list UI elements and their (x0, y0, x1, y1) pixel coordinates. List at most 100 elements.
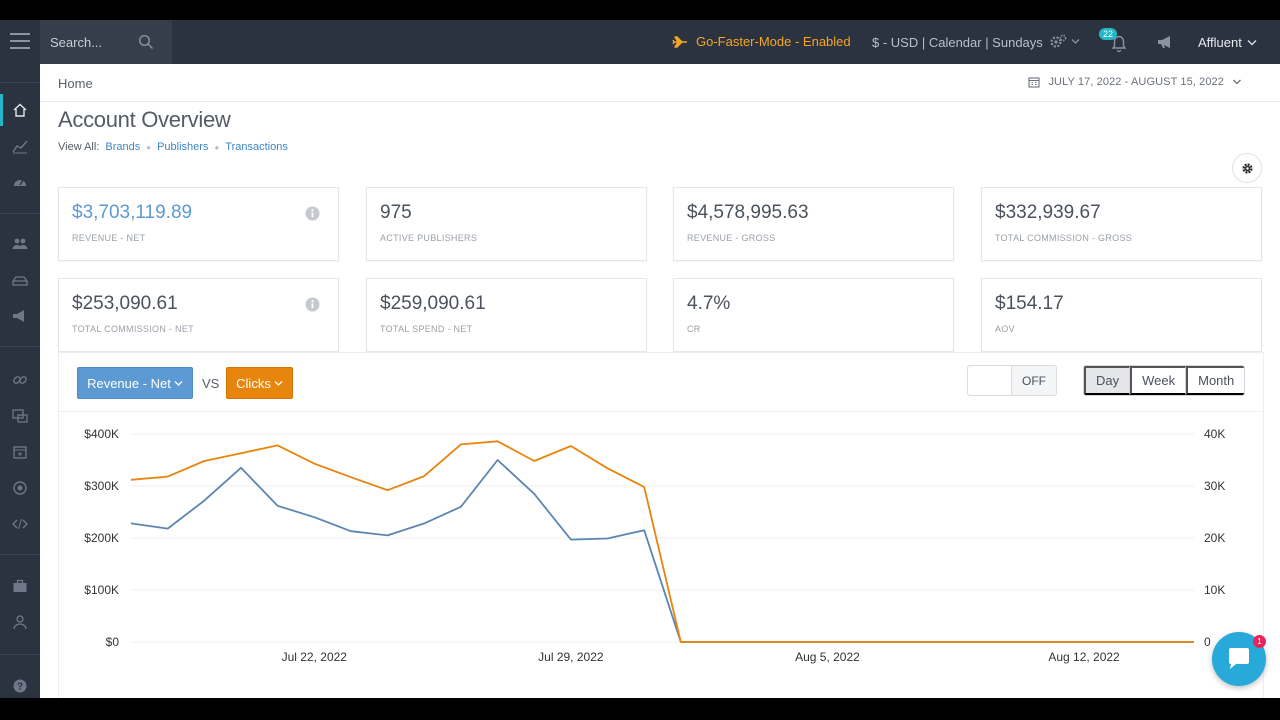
code-icon[interactable] (10, 514, 30, 534)
kpi-card-cr[interactable]: 4.7% CR (673, 278, 954, 352)
svg-text:?: ? (17, 682, 23, 693)
toggle-label: OFF (1022, 374, 1046, 388)
kpi-label: TOTAL SPEND - NET (380, 324, 473, 334)
kpi-value: $4,578,995.63 (687, 202, 809, 223)
target-icon[interactable] (10, 478, 30, 498)
period-week-button[interactable]: Week (1130, 366, 1187, 395)
chart-divider (59, 411, 1263, 412)
kpi-label: TOTAL COMMISSION - NET (72, 324, 194, 334)
search-input[interactable] (50, 33, 140, 51)
period-month-button[interactable]: Month (1186, 366, 1245, 395)
main-content: Home JULY 17, 2022 - AUGUST 15, 2022 Acc… (40, 64, 1280, 698)
toggle-knob[interactable] (968, 366, 1012, 395)
sitemap-icon[interactable] (10, 406, 30, 426)
separator-dot: ● (214, 142, 220, 152)
comparison-toggle[interactable]: OFF (967, 365, 1057, 396)
kpi-card-revenue-gross[interactable]: $4,578,995.63 REVENUE - GROSS (673, 187, 954, 261)
header-bar: Home JULY 17, 2022 - AUGUST 15, 2022 (40, 64, 1280, 102)
gears-icon[interactable] (1049, 33, 1067, 51)
x-tick-label: Jul 22, 2022 (282, 650, 348, 664)
chevron-down-icon (274, 380, 283, 386)
date-range-label: JULY 17, 2022 - AUGUST 15, 2022 (1048, 76, 1224, 88)
y-right-tick-label: 0 (1204, 635, 1211, 649)
kpi-value: $154.17 (995, 293, 1064, 314)
x-tick-label: Aug 5, 2022 (795, 650, 860, 664)
chevron-down-icon (174, 380, 183, 386)
page-title: Account Overview (58, 107, 231, 132)
link-icon[interactable] (10, 370, 30, 390)
kpi-card-total-spend-net[interactable]: $259,090.61 TOTAL SPEND - NET (366, 278, 647, 352)
line-chart-icon[interactable] (10, 136, 30, 156)
date-range-picker[interactable]: JULY 17, 2022 - AUGUST 15, 2022 (1028, 76, 1250, 88)
kpi-label: TOTAL COMMISSION - GROSS (995, 233, 1133, 243)
calendar-icon (1028, 77, 1041, 88)
link-transactions[interactable]: Transactions (225, 141, 288, 153)
kpi-value: 4.7% (687, 293, 731, 314)
menu-icon[interactable] (10, 33, 30, 51)
home-icon[interactable] (10, 100, 30, 120)
x-tick-label: Aug 12, 2022 (1048, 650, 1120, 664)
user-icon[interactable] (10, 612, 30, 632)
view-all-label: View All: (58, 141, 100, 153)
megaphone-icon[interactable] (10, 306, 30, 326)
kpi-label: ACTIVE PUBLISHERS (380, 233, 478, 243)
briefcase-icon[interactable] (10, 576, 30, 596)
kpi-card-revenue-net[interactable]: $3,703,119.89 REVENUE - NET (58, 187, 339, 261)
y-left-tick-label: $100K (84, 583, 119, 597)
metric-b-dropdown[interactable]: Clicks (226, 367, 293, 399)
top-bar: Go-Faster-Mode - Enabled $ - USD | Calen… (0, 20, 1280, 64)
y-right-tick-label: 20K (1204, 531, 1225, 545)
y-left-tick-label: $0 (106, 635, 120, 649)
account-name: Affluent (1198, 35, 1242, 50)
y-right-tick-label: 10K (1204, 583, 1225, 597)
kpi-card-total-commission-net[interactable]: $253,090.61 TOTAL COMMISSION - NET (58, 278, 339, 352)
airplane-icon (672, 35, 687, 48)
kpi-label: CR (687, 324, 701, 334)
line-chart: $0 0 $100K 10K $200K 20K $300K 30K $400K 40K Jul 2… (84, 427, 1225, 664)
calendar-add-icon[interactable] (10, 442, 30, 462)
dashboard-gauge-icon[interactable] (10, 172, 30, 192)
kpi-card-aov[interactable]: $154.17 AOV (981, 278, 1262, 352)
megaphone-icon[interactable] (1156, 34, 1174, 50)
sidebar-divider (0, 213, 40, 214)
metric-a-dropdown[interactable]: Revenue - Net (77, 367, 193, 399)
view-all-links: View All: Brands ● Publishers ● Transact… (58, 141, 288, 153)
vs-label: VS (202, 376, 220, 391)
x-tick-label: Jul 29, 2022 (538, 650, 604, 664)
sidebar-divider (0, 654, 40, 655)
kpi-card-active-publishers[interactable]: 975 ACTIVE PUBLISHERS (366, 187, 647, 261)
chat-notification-badge: 1 (1253, 635, 1266, 648)
kpi-value: 975 (380, 202, 412, 223)
breadcrumb[interactable]: Home (58, 76, 93, 91)
y-left-tick-label: $300K (84, 479, 119, 493)
sidebar: ? (0, 64, 40, 698)
gear-icon (1241, 162, 1253, 174)
period-selector: Day Week Month (1083, 365, 1246, 396)
search-box (40, 20, 172, 64)
info-icon[interactable] (305, 297, 320, 312)
info-icon[interactable] (305, 206, 320, 221)
tray-icon[interactable] (10, 270, 30, 290)
chat-bubble-icon (1229, 648, 1249, 669)
kpi-value: $253,090.61 (72, 293, 178, 314)
kpi-label: REVENUE - NET (72, 233, 146, 243)
currency-calendar-label[interactable]: $ - USD | Calendar | Sundays (872, 35, 1043, 50)
kpi-value: $332,939.67 (995, 202, 1101, 223)
link-brands[interactable]: Brands (105, 141, 141, 153)
kpi-value: $259,090.61 (380, 293, 486, 314)
kpi-label: AOV (995, 324, 1015, 334)
go-faster-mode[interactable]: Go-Faster-Mode - Enabled (672, 34, 851, 49)
link-publishers[interactable]: Publishers (157, 141, 209, 153)
account-menu[interactable]: Affluent (1198, 35, 1258, 50)
bell-icon[interactable] (1108, 32, 1130, 54)
chevron-down-icon[interactable] (1071, 37, 1080, 46)
sidebar-active-indicator (0, 94, 3, 126)
help-icon[interactable]: ? (10, 676, 30, 696)
users-icon[interactable] (10, 234, 30, 254)
settings-button[interactable] (1232, 153, 1262, 183)
period-day-button[interactable]: Day (1084, 366, 1131, 395)
kpi-card-total-commission-gross[interactable]: $332,939.67 TOTAL COMMISSION - GROSS (981, 187, 1262, 261)
metric-a-label: Revenue - Net (87, 375, 171, 391)
app-frame: Go-Faster-Mode - Enabled $ - USD | Calen… (0, 20, 1280, 698)
search-icon[interactable] (138, 34, 154, 50)
